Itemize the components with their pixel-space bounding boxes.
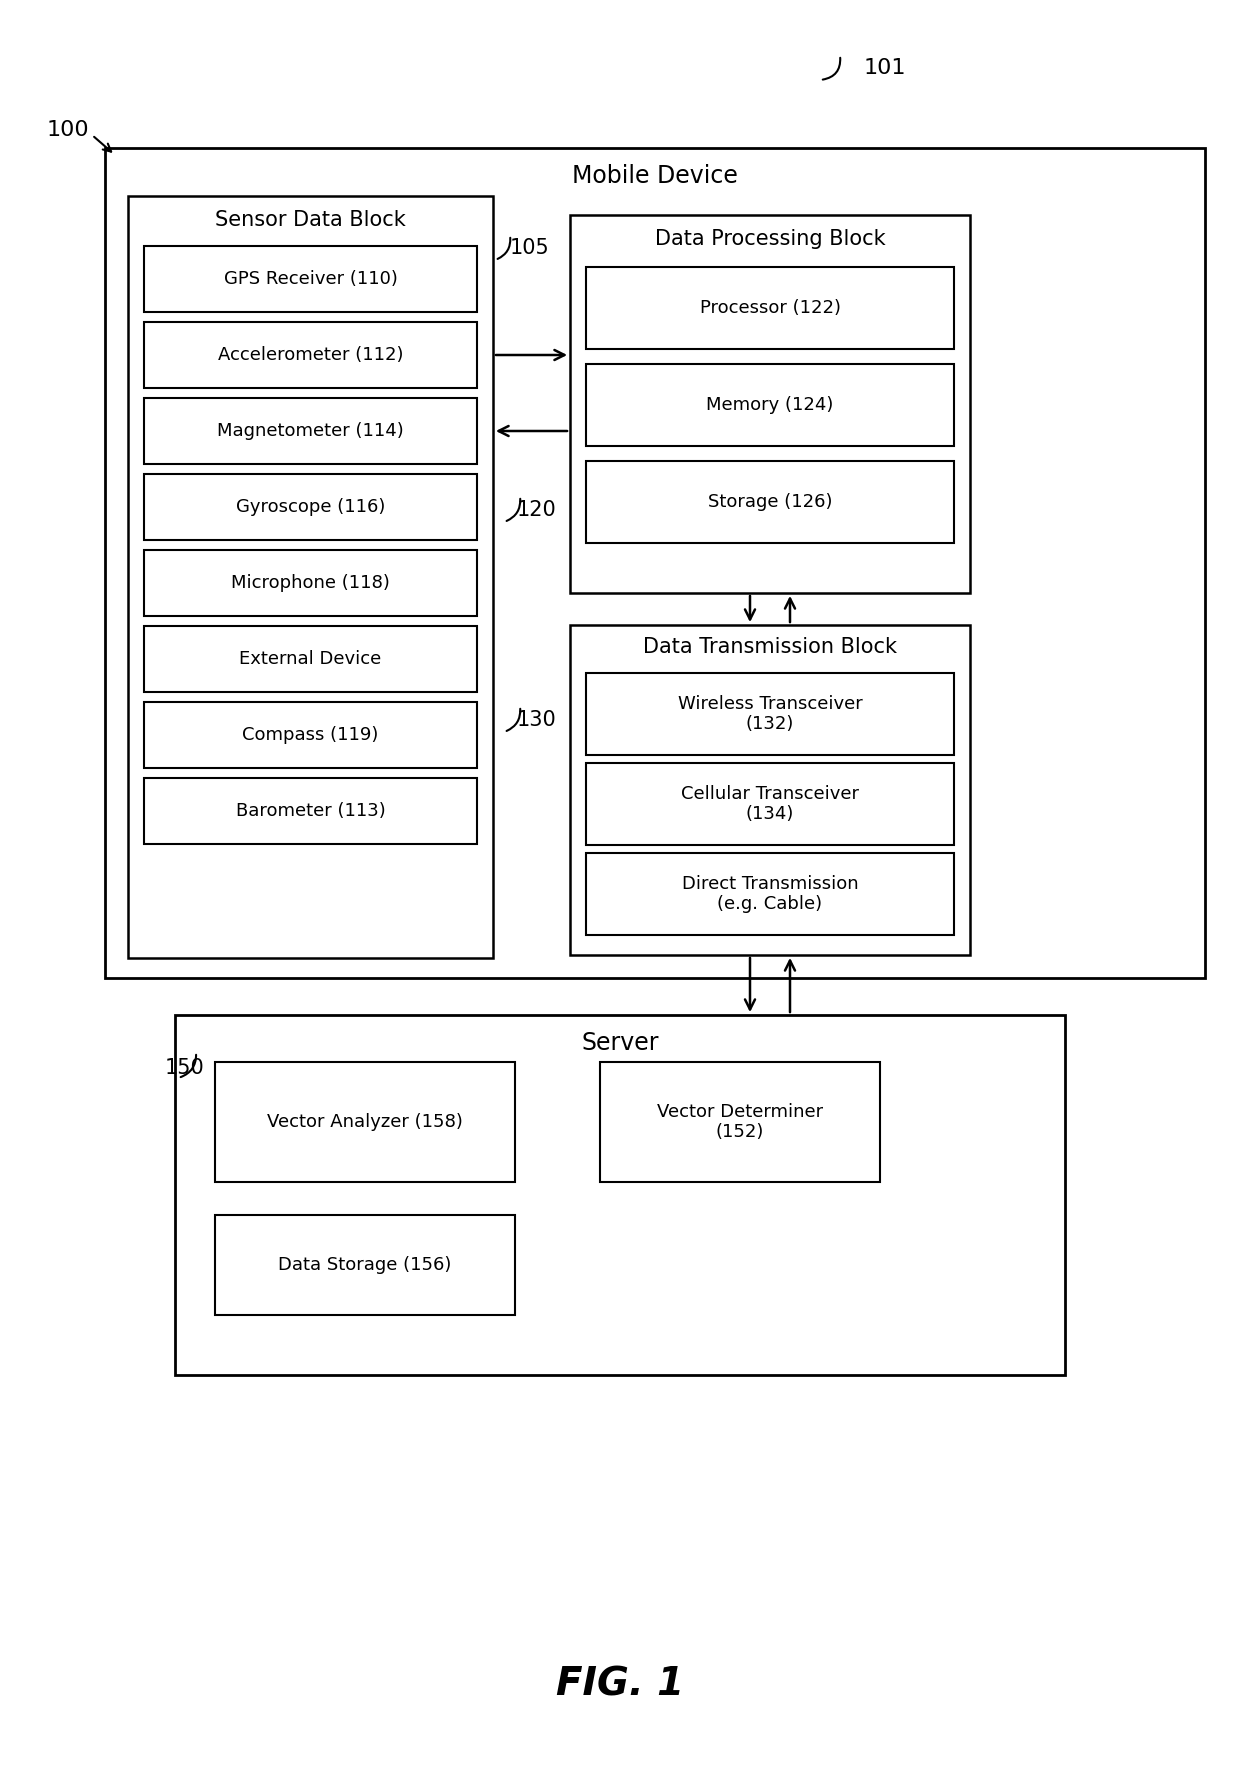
Bar bbox=[215, 1215, 515, 1315]
Text: 105: 105 bbox=[510, 238, 549, 258]
Text: Microphone (118): Microphone (118) bbox=[231, 574, 389, 592]
Text: Vector Analyzer (158): Vector Analyzer (158) bbox=[267, 1112, 463, 1130]
Bar bbox=[587, 853, 954, 935]
Bar bbox=[215, 1063, 515, 1182]
Bar bbox=[570, 626, 970, 954]
Text: Direct Transmission
(e.g. Cable): Direct Transmission (e.g. Cable) bbox=[682, 874, 858, 913]
Text: 120: 120 bbox=[517, 499, 557, 521]
Bar bbox=[144, 245, 477, 313]
Text: Data Transmission Block: Data Transmission Block bbox=[644, 636, 897, 657]
Bar bbox=[587, 364, 954, 446]
Text: 101: 101 bbox=[864, 59, 906, 78]
Text: Sensor Data Block: Sensor Data Block bbox=[215, 210, 405, 229]
Bar bbox=[105, 147, 1205, 977]
Text: Mobile Device: Mobile Device bbox=[572, 163, 738, 188]
Bar bbox=[175, 1015, 1065, 1375]
Text: 150: 150 bbox=[165, 1057, 205, 1079]
Text: Accelerometer (112): Accelerometer (112) bbox=[218, 347, 403, 364]
Bar bbox=[587, 762, 954, 846]
Bar bbox=[600, 1063, 880, 1182]
Bar bbox=[144, 474, 477, 540]
Text: Cellular Transceiver
(134): Cellular Transceiver (134) bbox=[681, 785, 859, 823]
Bar bbox=[144, 398, 477, 464]
Text: Wireless Transceiver
(132): Wireless Transceiver (132) bbox=[677, 695, 862, 734]
Text: Memory (124): Memory (124) bbox=[707, 396, 833, 414]
Text: FIG. 1: FIG. 1 bbox=[556, 1667, 684, 1704]
Bar bbox=[144, 322, 477, 387]
Bar bbox=[144, 702, 477, 768]
Bar bbox=[144, 626, 477, 691]
Text: GPS Receiver (110): GPS Receiver (110) bbox=[223, 270, 398, 288]
Bar bbox=[587, 460, 954, 544]
Text: Storage (126): Storage (126) bbox=[708, 492, 832, 512]
Text: Processor (122): Processor (122) bbox=[699, 299, 841, 316]
Text: Barometer (113): Barometer (113) bbox=[236, 801, 386, 819]
Text: External Device: External Device bbox=[239, 650, 382, 668]
Text: 130: 130 bbox=[517, 711, 557, 730]
Text: Data Storage (156): Data Storage (156) bbox=[278, 1256, 451, 1274]
Text: Compass (119): Compass (119) bbox=[242, 727, 378, 745]
Bar bbox=[587, 267, 954, 348]
Text: Vector Determiner
(152): Vector Determiner (152) bbox=[657, 1102, 823, 1141]
Text: Gyroscope (116): Gyroscope (116) bbox=[236, 498, 386, 515]
Bar bbox=[570, 215, 970, 594]
Text: Magnetometer (114): Magnetometer (114) bbox=[217, 421, 404, 441]
Bar bbox=[144, 551, 477, 617]
Text: 100: 100 bbox=[47, 121, 89, 140]
Bar bbox=[587, 673, 954, 755]
Bar bbox=[128, 195, 494, 958]
Text: Data Processing Block: Data Processing Block bbox=[655, 229, 885, 249]
Bar bbox=[144, 778, 477, 844]
Text: Server: Server bbox=[582, 1031, 658, 1056]
